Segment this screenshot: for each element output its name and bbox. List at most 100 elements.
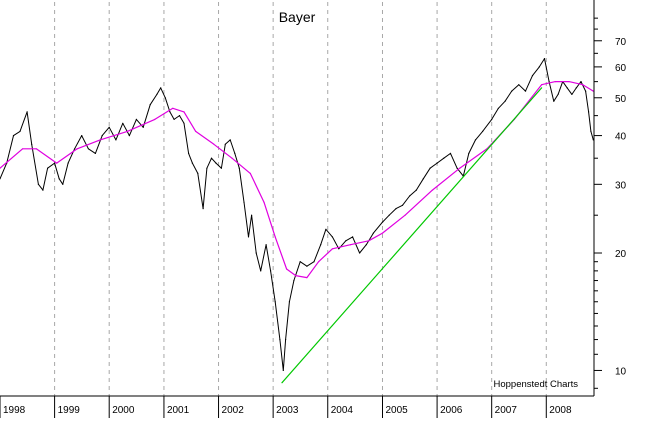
axis-layer: 1998 1999 2000 2001 2002 2003 2004 2005 2006 2007… <box>0 0 627 418</box>
moving-average-point <box>22 148 24 150</box>
y-tick-label: 30 <box>615 180 627 191</box>
price-point <box>352 236 354 238</box>
price-point <box>443 157 445 159</box>
moving-average-point <box>306 277 308 279</box>
price-point <box>229 139 231 141</box>
price-point <box>224 143 226 145</box>
moving-average-point <box>582 84 584 86</box>
moving-average-point <box>56 162 58 164</box>
price-point <box>388 214 390 216</box>
price-point <box>135 118 137 120</box>
moving-average-point <box>554 81 556 83</box>
y-tick-label: 50 <box>615 94 627 105</box>
moving-average-point <box>459 167 461 169</box>
price-point <box>247 236 250 238</box>
price-point <box>482 130 484 132</box>
price-point <box>173 118 175 120</box>
price-point <box>94 152 96 154</box>
price-point <box>26 111 28 113</box>
price-point <box>571 93 573 95</box>
price-point <box>474 139 477 141</box>
price-point <box>293 279 295 282</box>
moving-average-point <box>331 248 333 250</box>
price-point <box>557 93 559 95</box>
x-tick-label: 2006 <box>440 405 463 416</box>
price-point <box>206 167 208 169</box>
y-tick-label: 40 <box>615 132 627 143</box>
price-point <box>270 270 272 272</box>
price-point <box>580 81 582 83</box>
price-point <box>19 130 21 132</box>
price-point <box>31 143 33 145</box>
price-point <box>160 87 162 89</box>
price-point <box>81 135 83 137</box>
moving-average-point <box>35 148 37 150</box>
price-point <box>401 204 404 206</box>
price-point <box>54 162 56 164</box>
moving-average-point <box>0 167 1 169</box>
moving-average-point <box>368 240 370 242</box>
price-point <box>338 248 340 250</box>
price-point <box>191 162 193 164</box>
price-point <box>299 261 301 263</box>
price-point <box>42 189 44 191</box>
moving-average-point <box>172 107 174 109</box>
price-point <box>282 369 284 371</box>
price-point <box>409 195 411 197</box>
price-point <box>288 301 290 303</box>
moving-average-point <box>249 172 251 174</box>
price-point <box>238 167 240 169</box>
price-point <box>255 252 257 254</box>
x-tick-label: 2002 <box>222 405 245 416</box>
price-point <box>169 111 171 113</box>
price-point <box>313 261 315 263</box>
price-point <box>265 244 267 246</box>
moving-average-point <box>213 143 215 145</box>
chart-title: Bayer <box>279 9 316 25</box>
price-point <box>429 167 431 169</box>
moving-average-point <box>349 244 352 246</box>
y-tick-label: 70 <box>615 37 627 48</box>
moving-average-point <box>431 189 433 191</box>
price-point <box>436 162 438 164</box>
moving-average-point <box>286 268 288 270</box>
moving-average-point <box>154 118 156 120</box>
x-tick-label: 2000 <box>112 405 135 416</box>
moving-average-point <box>126 130 128 132</box>
price-point <box>220 167 222 169</box>
price-point <box>202 208 204 210</box>
price-point <box>359 252 361 254</box>
x-tick-label: 2008 <box>549 405 572 416</box>
price-point <box>251 214 253 216</box>
moving-average-point <box>568 81 570 83</box>
x-tick-label: 1999 <box>58 405 81 416</box>
price-point <box>197 172 199 174</box>
price-point <box>415 189 417 191</box>
trendline-point <box>541 87 543 89</box>
price-point <box>325 228 327 230</box>
series-layer <box>0 58 594 384</box>
price-point <box>178 115 181 117</box>
price-point <box>149 104 151 106</box>
price-point <box>260 270 262 272</box>
price-point <box>518 84 520 86</box>
moving-average-point <box>231 157 233 159</box>
price-point <box>553 100 555 102</box>
price-point <box>74 148 76 150</box>
price-point <box>115 139 117 141</box>
price-point <box>210 157 213 159</box>
moving-average-point <box>318 261 320 263</box>
x-tick-label: 2003 <box>276 405 299 416</box>
price-point <box>164 97 166 99</box>
price-point <box>243 201 245 203</box>
price-point <box>183 122 185 124</box>
price-point <box>422 178 424 180</box>
moving-average-point <box>263 201 265 203</box>
price-point <box>101 135 103 137</box>
x-tick-label: 2005 <box>385 405 408 416</box>
price-point <box>62 183 64 185</box>
price-point <box>575 87 577 89</box>
price-point <box>511 90 513 92</box>
price-point <box>58 178 60 180</box>
